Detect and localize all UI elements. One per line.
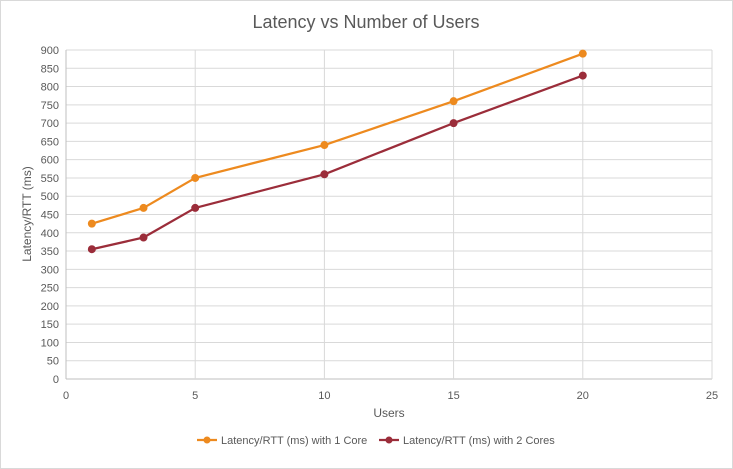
series-line <box>91 74 584 251</box>
y-tick-label: 50 <box>47 356 59 368</box>
y-tick-label: 150 <box>41 319 59 331</box>
x-tick-label: 20 <box>577 390 589 402</box>
x-tick-label: 15 <box>447 390 459 402</box>
y-tick-label: 100 <box>41 337 59 349</box>
x-tick-label: 10 <box>318 390 330 402</box>
data-point <box>139 203 148 212</box>
y-tick-label: 300 <box>41 264 59 276</box>
y-tick-label: 850 <box>41 63 59 75</box>
y-tick-label: 350 <box>41 246 59 258</box>
data-point <box>87 245 96 254</box>
legend-marker <box>385 436 393 444</box>
y-tick-label: 600 <box>41 155 59 167</box>
y-tick-label: 200 <box>41 301 59 313</box>
y-tick-label: 450 <box>41 210 59 222</box>
gridlines <box>65 49 713 380</box>
series-2 <box>87 71 587 254</box>
x-tick-label: 5 <box>192 390 198 402</box>
legend-label: Latency/RTT (ms) with 2 Cores <box>403 435 555 447</box>
data-point <box>191 203 200 212</box>
data-point <box>578 49 587 58</box>
x-tick-label: 0 <box>63 390 69 402</box>
data-point <box>139 233 148 242</box>
y-tick-label: 250 <box>41 283 59 295</box>
x-axis-title: Users <box>373 406 404 420</box>
series-line <box>91 52 584 225</box>
y-tick-label: 0 <box>53 374 59 386</box>
legend: Latency/RTT (ms) with 1 Core Latency/RTT … <box>197 435 555 447</box>
y-tick-label: 550 <box>41 173 59 185</box>
legend-label: Latency/RTT (ms) with 1 Core <box>221 435 367 447</box>
data-point <box>320 170 329 179</box>
data-point <box>578 71 587 80</box>
data-point <box>191 173 200 182</box>
data-point <box>449 119 458 128</box>
data-point <box>320 141 329 150</box>
y-tick-label: 400 <box>41 228 59 240</box>
data-point <box>87 219 96 228</box>
series-group <box>87 49 587 254</box>
chart-title: Latency vs Number of Users <box>252 12 479 32</box>
y-tick-label: 750 <box>41 100 59 112</box>
legend-marker <box>203 436 211 444</box>
y-axis-ticks: 0 50 100 150 200 250 300 350 400 450 500 550 600 650 7… <box>41 45 59 386</box>
y-tick-label: 650 <box>41 136 59 148</box>
y-tick-label: 500 <box>41 191 59 203</box>
x-tick-label: 25 <box>706 390 718 402</box>
y-axis-title: Latency/RTT (ms) <box>20 166 34 262</box>
legend-item: Latency/RTT (ms) with 2 Cores <box>379 435 555 447</box>
series-1 <box>87 49 587 228</box>
legend-item: Latency/RTT (ms) with 1 Core <box>197 435 367 447</box>
y-tick-label: 900 <box>41 45 59 57</box>
x-axis-ticks: 0 5 10 15 20 25 <box>63 390 718 402</box>
y-tick-label: 700 <box>41 118 59 130</box>
data-point <box>449 97 458 106</box>
y-tick-label: 800 <box>41 82 59 94</box>
